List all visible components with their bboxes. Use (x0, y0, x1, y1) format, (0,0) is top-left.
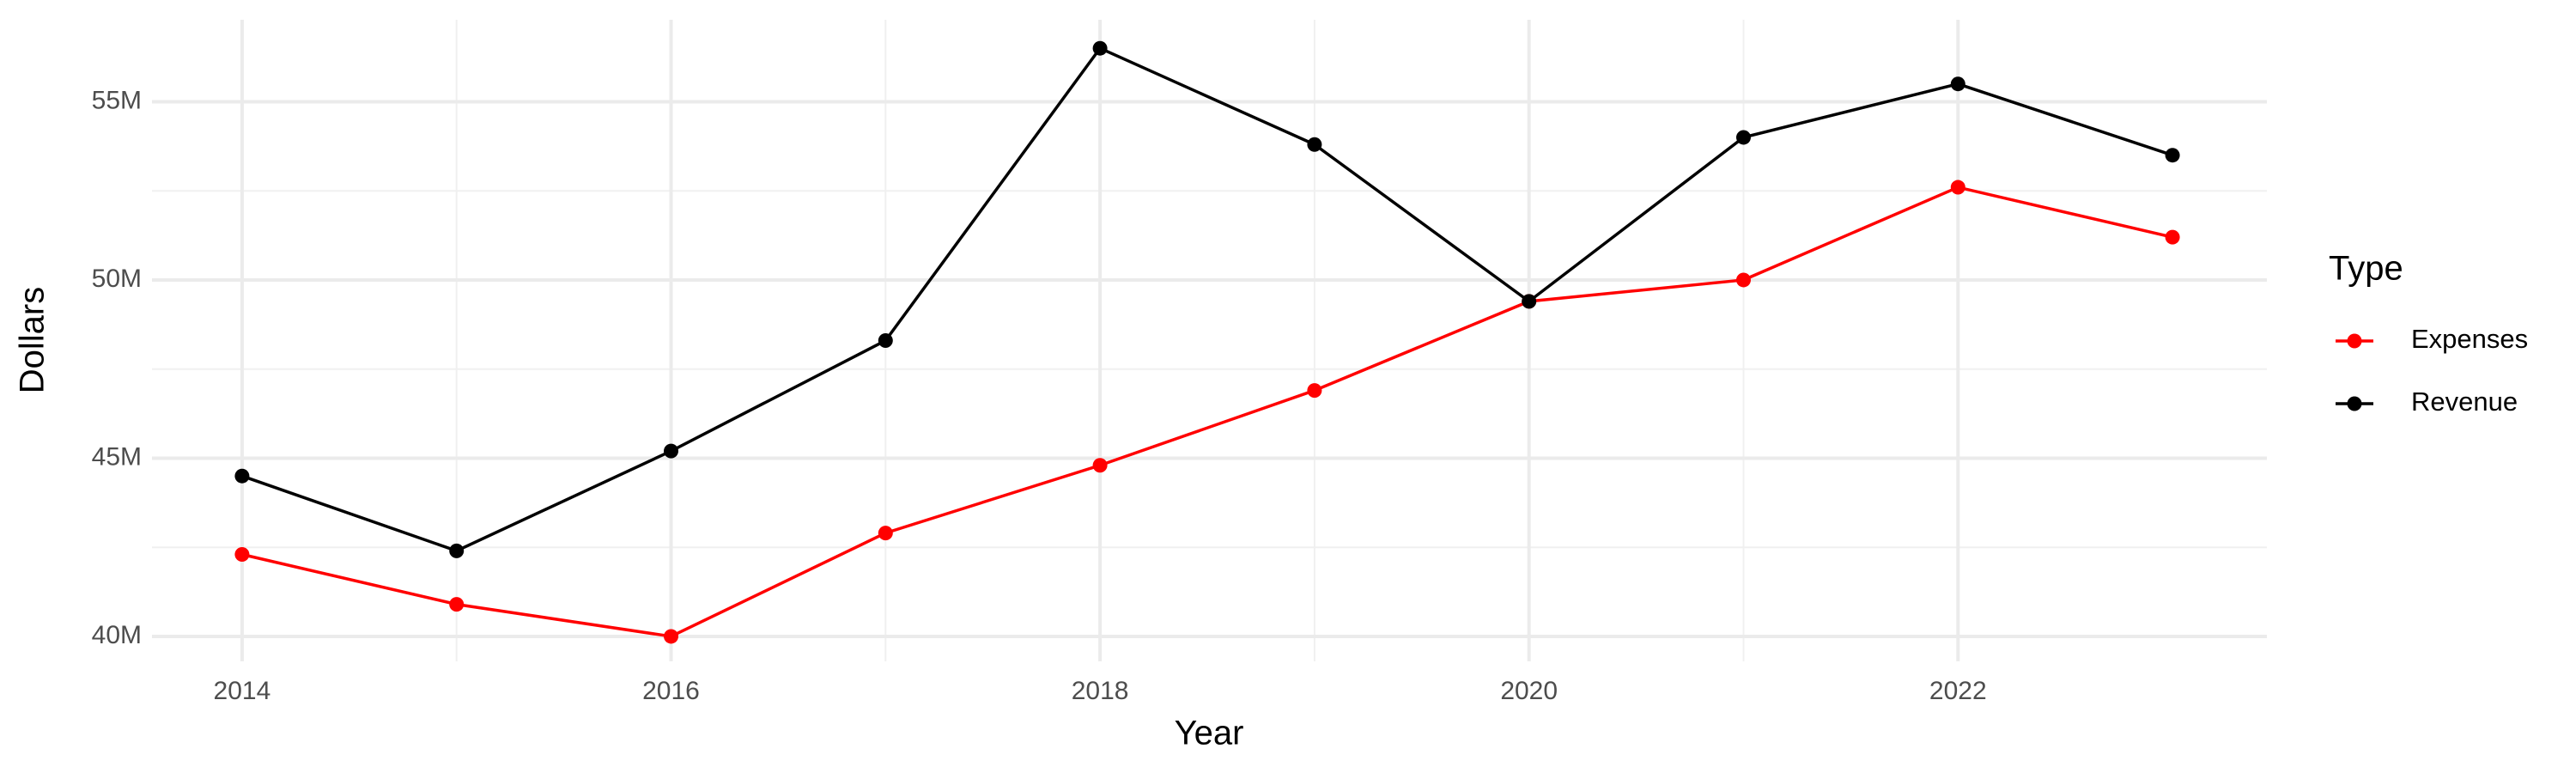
x-tick-label: 2022 (1929, 677, 1987, 705)
x-axis-title: Year (1175, 715, 1244, 752)
series-line (241, 46, 2173, 553)
legend-key-point (2347, 396, 2362, 411)
x-tick-label: 2016 (642, 677, 700, 705)
legend-label: Expenses (2411, 324, 2528, 354)
data-point (1522, 294, 1537, 309)
x-tick-label: 2020 (1500, 677, 1558, 705)
data-point (1307, 383, 1322, 399)
legend-key-point (2347, 333, 2362, 349)
data-point (1092, 458, 1108, 473)
data-point (1092, 40, 1108, 56)
x-tick-label: 2018 (1072, 677, 1129, 705)
data-point (1735, 272, 1751, 288)
y-tick-label: 40M (92, 621, 142, 649)
data-point (1735, 130, 1751, 145)
y-tick-label: 50M (92, 265, 142, 293)
series-line (241, 186, 2173, 638)
data-point (1950, 180, 1965, 195)
data-point (664, 443, 679, 459)
x-tick-label: 2014 (214, 677, 271, 705)
data-point (664, 629, 679, 644)
data-point (449, 543, 465, 558)
y-tick-label: 55M (92, 86, 142, 114)
data-point (2165, 148, 2180, 163)
y-axis-title: Dollars (14, 287, 52, 393)
data-point (449, 597, 465, 612)
data-point (234, 547, 250, 562)
y-tick-label: 45M (92, 442, 142, 471)
data-point (2165, 229, 2180, 245)
data-point (1950, 76, 1965, 92)
data-point (878, 333, 893, 348)
data-point (234, 468, 250, 484)
data-point (1307, 137, 1322, 152)
data-point (878, 526, 893, 541)
legend-label: Revenue (2411, 386, 2518, 417)
legend-title: Type (2329, 250, 2403, 288)
